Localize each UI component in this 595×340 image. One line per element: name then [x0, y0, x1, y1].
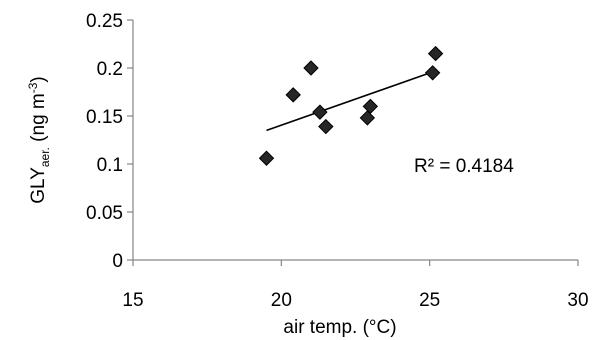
x-axis-ticks: [132, 260, 579, 266]
plot-area: 0 0.05 0.1 0.15 0.2 0.25 15 20 25 30: [86, 11, 589, 311]
trendline: [266, 70, 436, 132]
x-axis-title: air temp. (°C): [283, 317, 396, 338]
y-axis-title-superscript: -3: [26, 82, 40, 93]
x-tick-label: 20: [271, 290, 292, 311]
x-tick-label: 25: [419, 290, 440, 311]
y-axis-ticks: [127, 19, 133, 261]
r-squared-annotation: R² = 0.4184: [414, 156, 514, 177]
data-point-diamond: [312, 104, 328, 120]
y-axis-title-subscript: aer.: [38, 147, 52, 167]
y-axis-title-main: GLY: [28, 167, 49, 204]
data-point-diamond: [285, 87, 301, 103]
data-point-diamond: [359, 110, 376, 126]
data-point-diamond: [427, 45, 444, 62]
data-point-diamond: [303, 60, 319, 76]
y-tick-label: 0.15: [86, 107, 123, 128]
y-tick-label: 0.05: [86, 203, 123, 224]
y-tick-label: 0.25: [86, 11, 123, 32]
data-point-diamond: [318, 118, 334, 135]
x-tick-label: 30: [567, 290, 588, 311]
data-point-diamond: [362, 98, 379, 115]
x-tick-label: 15: [122, 290, 143, 311]
y-axis-title-unit-close: ): [28, 76, 49, 82]
y-tick-label: 0: [112, 251, 123, 272]
data-point-diamond: [258, 150, 275, 166]
data-point-diamond: [424, 65, 441, 81]
data-points: [258, 45, 444, 166]
x-axis-tick-labels: 15 20 25 30: [122, 290, 588, 311]
y-axis-title-unit: (ng m: [28, 93, 49, 147]
y-axis-tick-labels: 0 0.05 0.1 0.15 0.2 0.25: [86, 11, 123, 272]
y-tick-label: 0.2: [97, 59, 123, 80]
y-axis-title: GLYaer. (ng m-3): [26, 76, 52, 203]
y-tick-label: 0.1: [97, 155, 123, 176]
